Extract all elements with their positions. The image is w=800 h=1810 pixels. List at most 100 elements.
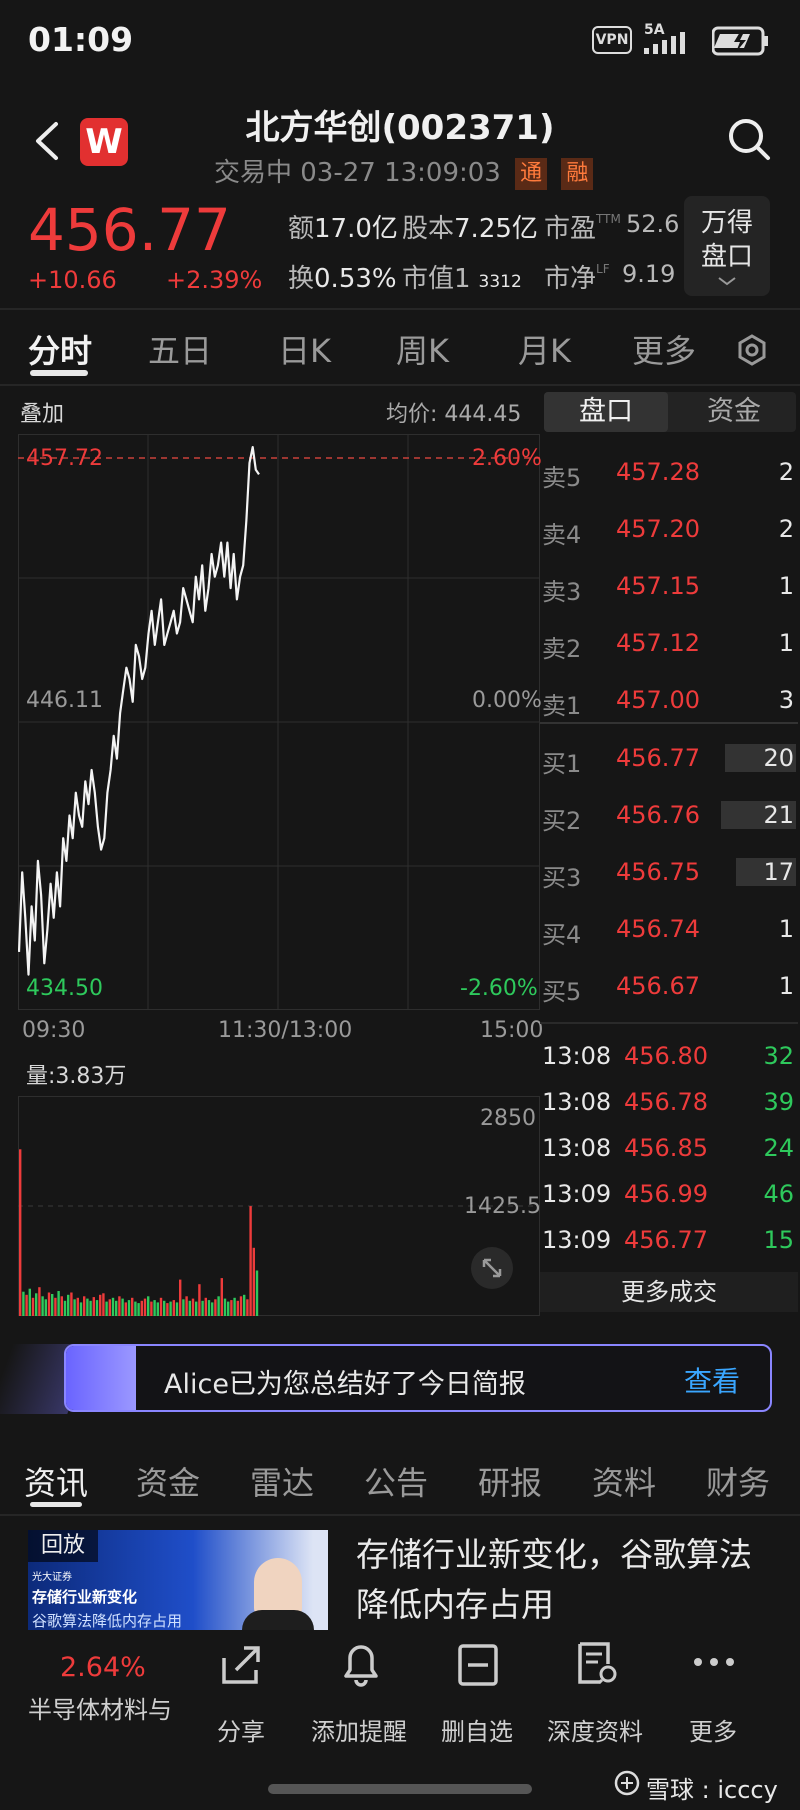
volume-bar bbox=[28, 1288, 31, 1316]
volume-bar bbox=[134, 1301, 137, 1316]
w-logo-icon[interactable]: W bbox=[80, 118, 128, 166]
volume-bar bbox=[179, 1279, 182, 1316]
tab-five-day[interactable]: 五日 bbox=[148, 332, 213, 370]
vpn-badge: VPN bbox=[592, 26, 632, 54]
wande-panel-button[interactable]: 万得 盘口 bbox=[684, 196, 770, 296]
alice-banner[interactable]: Alice已为您总结好了今日简报 查看 bbox=[64, 1344, 772, 1412]
bid-vol: 1 bbox=[778, 915, 794, 943]
volume-bar bbox=[172, 1300, 175, 1316]
search-icon[interactable] bbox=[726, 116, 772, 162]
ask-price: 457.12 bbox=[616, 629, 700, 657]
volume-bar bbox=[83, 1296, 86, 1316]
volume-bar bbox=[108, 1299, 111, 1316]
banner-text: Alice已为您总结好了今日简报 bbox=[164, 1369, 526, 1400]
wande-line1: 万得 bbox=[700, 208, 753, 238]
volume-bar bbox=[38, 1287, 41, 1316]
volume-bar bbox=[31, 1297, 35, 1316]
deep-data-button[interactable]: 深度资料 bbox=[547, 1718, 643, 1746]
bid-row: 买1 456.77 20 bbox=[540, 738, 798, 778]
ask-row: 卖5 457.28 2 bbox=[540, 452, 798, 492]
trade-vol: 15 bbox=[763, 1226, 794, 1254]
more-dots-icon[interactable] bbox=[692, 1656, 736, 1668]
remove-watchlist-button[interactable]: 删自选 bbox=[441, 1718, 513, 1746]
mid-pct-label: 0.00% bbox=[472, 688, 542, 713]
volume-bar bbox=[54, 1297, 57, 1316]
sector-name[interactable]: 半导体材料与 bbox=[28, 1696, 172, 1724]
news-tab-capital[interactable]: 资金 bbox=[136, 1464, 201, 1502]
settings-icon[interactable] bbox=[736, 334, 768, 366]
volume-bar bbox=[92, 1297, 95, 1316]
news-tab-research[interactable]: 研报 bbox=[478, 1464, 543, 1502]
volume-bar bbox=[79, 1302, 83, 1316]
news-tab-profile[interactable]: 资料 bbox=[592, 1464, 657, 1502]
vol-mid-label: 1425.5 bbox=[464, 1194, 541, 1219]
shares-value: 7.25亿 bbox=[454, 214, 538, 244]
trade-price: 456.78 bbox=[624, 1088, 708, 1116]
volume-bar bbox=[201, 1300, 204, 1316]
volume-bar bbox=[57, 1291, 60, 1316]
tab-capital[interactable]: 资金 bbox=[707, 396, 761, 427]
news-tab-announce[interactable]: 公告 bbox=[364, 1464, 429, 1502]
bid-price: 456.77 bbox=[616, 744, 700, 772]
more-button[interactable]: 更多 bbox=[689, 1718, 737, 1746]
network-label: 5A bbox=[644, 22, 665, 38]
bid-label: 买2 bbox=[542, 807, 582, 835]
add-alert-button[interactable]: 添加提醒 bbox=[311, 1718, 407, 1746]
tab-more[interactable]: 更多 bbox=[632, 332, 697, 370]
ask-price: 457.15 bbox=[616, 572, 700, 600]
bid-row: 买5 456.67 1 bbox=[540, 966, 798, 1006]
banner-view-link[interactable]: 查看 bbox=[683, 1365, 740, 1398]
volume-bar bbox=[105, 1301, 108, 1316]
tab-monthly-k[interactable]: 月K bbox=[518, 332, 571, 370]
trade-vol: 24 bbox=[763, 1134, 794, 1162]
watermark: 雪球 : icccy bbox=[646, 1776, 778, 1804]
sector-change[interactable]: 2.64% bbox=[60, 1652, 146, 1683]
trade-time: 13:09 bbox=[542, 1180, 612, 1208]
low-label: 434.50 bbox=[26, 976, 103, 1001]
volume-bar bbox=[166, 1303, 169, 1316]
trade-status: 交易中 03-27 13:09:03 通 融 bbox=[214, 152, 594, 190]
volume-bar bbox=[163, 1300, 166, 1316]
orderbook-divider bbox=[540, 1022, 798, 1024]
tab-weekly-k[interactable]: 周K bbox=[396, 332, 449, 370]
volume-bar bbox=[127, 1300, 131, 1316]
share-button[interactable]: 分享 bbox=[217, 1718, 265, 1746]
news-tab-info[interactable]: 资讯 bbox=[24, 1464, 89, 1502]
remove-watchlist-icon[interactable] bbox=[456, 1642, 500, 1688]
status-time: 01:09 bbox=[28, 20, 134, 59]
wande-line2: 盘口 bbox=[700, 242, 753, 272]
ask-vol: 1 bbox=[778, 572, 794, 600]
tab-orderbook[interactable]: 盘口 bbox=[544, 392, 668, 432]
volume-bar bbox=[204, 1297, 207, 1316]
trade-time: 13:08 bbox=[542, 1134, 612, 1162]
pe-label: 市盈 bbox=[544, 214, 597, 244]
news-tab-radar[interactable]: 雷达 bbox=[250, 1464, 315, 1502]
avg-price-label: 均价: 444.45 bbox=[386, 402, 522, 427]
share-icon[interactable] bbox=[218, 1642, 264, 1688]
volume-bar bbox=[211, 1302, 214, 1316]
presenter-suit bbox=[242, 1610, 314, 1630]
volume-bar bbox=[150, 1301, 153, 1316]
tab-daily-k[interactable]: 日K bbox=[278, 332, 331, 370]
tab-intraday[interactable]: 分时 bbox=[28, 332, 93, 370]
volume-bar bbox=[223, 1298, 227, 1316]
back-icon[interactable] bbox=[32, 120, 62, 162]
overlay-button[interactable]: 叠加 bbox=[20, 402, 65, 427]
trade-vol: 46 bbox=[763, 1180, 794, 1208]
volume-bar bbox=[195, 1301, 198, 1316]
news-thumbnail[interactable]: 回放 光大证券 存储行业新变化 谷歌算法降低内存占用 bbox=[28, 1530, 328, 1630]
volume-bar bbox=[214, 1299, 217, 1316]
amount-stat: 额17.0亿 bbox=[288, 208, 398, 245]
bid-price: 456.76 bbox=[616, 801, 700, 829]
news-tab-underline bbox=[30, 1502, 82, 1507]
bell-icon[interactable] bbox=[338, 1640, 384, 1688]
more-trades-button[interactable]: 更多成交 bbox=[540, 1272, 798, 1312]
trade-price: 456.80 bbox=[624, 1042, 708, 1070]
ask-label: 卖3 bbox=[542, 578, 582, 606]
news-tab-finance[interactable]: 财务 bbox=[706, 1464, 771, 1502]
home-indicator[interactable] bbox=[268, 1784, 532, 1794]
pb-sup: LF bbox=[596, 262, 610, 276]
news-title[interactable]: 存储行业新变化，谷歌算法降低内存占用 bbox=[356, 1535, 752, 1624]
expand-icon[interactable] bbox=[470, 1246, 514, 1290]
document-icon[interactable] bbox=[574, 1640, 620, 1688]
